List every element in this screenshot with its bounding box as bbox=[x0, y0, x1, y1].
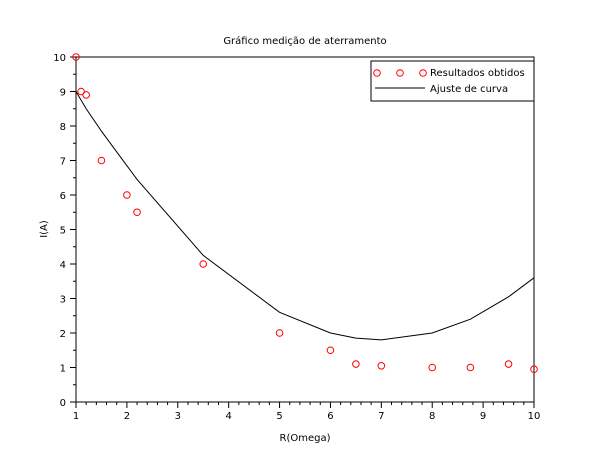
y-axis-label: I(A) bbox=[39, 220, 50, 238]
data-point bbox=[82, 91, 90, 99]
data-point bbox=[72, 53, 80, 61]
y-tick-label: 5 bbox=[60, 226, 66, 237]
x-axis-label: R(Omega) bbox=[280, 433, 331, 444]
data-point bbox=[275, 329, 284, 337]
x-tick-label: 6 bbox=[327, 411, 333, 422]
plot-border bbox=[75, 56, 535, 403]
legend-box bbox=[370, 60, 535, 102]
x-tick-label: 1 bbox=[73, 411, 79, 422]
data-point bbox=[428, 363, 437, 372]
y-tick-label: 0 bbox=[60, 398, 66, 409]
y-tick-label: 9 bbox=[60, 88, 66, 99]
data-point bbox=[504, 360, 513, 368]
data-point bbox=[133, 208, 141, 217]
y-tick-label: 1 bbox=[60, 364, 66, 375]
x-tick-label: 4 bbox=[225, 411, 231, 422]
plot-area bbox=[75, 56, 535, 403]
y-tick-label: 2 bbox=[60, 329, 66, 340]
legend-marker bbox=[419, 69, 427, 77]
data-point bbox=[123, 191, 131, 199]
data-point bbox=[326, 346, 335, 355]
data-point bbox=[97, 156, 106, 165]
legend-label-results: Resultados obtidos bbox=[430, 68, 525, 79]
x-tick-label: 10 bbox=[528, 411, 541, 422]
x-tick-label: 2 bbox=[124, 411, 130, 422]
x-tick-label: 5 bbox=[276, 411, 282, 422]
data-point bbox=[352, 360, 360, 368]
x-axis: 1 2 3 4 5 6 7 8 9 10 bbox=[73, 402, 541, 422]
data-point bbox=[77, 87, 85, 96]
x-tick-label: 7 bbox=[378, 411, 384, 422]
legend-scatter-sample bbox=[373, 69, 427, 77]
series-layer bbox=[72, 53, 538, 374]
x-tick-label: 3 bbox=[175, 411, 181, 422]
y-tick-label: 7 bbox=[60, 157, 66, 168]
y-axis: 0 1 2 3 4 5 6 7 8 9 10 bbox=[53, 53, 76, 409]
x-tick-label: 9 bbox=[480, 411, 486, 422]
y-tick-label: 4 bbox=[60, 260, 66, 271]
data-point bbox=[377, 361, 386, 370]
y-tick-label: 6 bbox=[60, 191, 66, 202]
legend-marker bbox=[373, 69, 381, 77]
legend-marker bbox=[396, 69, 404, 77]
y-tick-label: 8 bbox=[60, 122, 66, 133]
chart-title: Gráfico medição de aterramento bbox=[223, 35, 386, 47]
x-tick-label: 8 bbox=[429, 411, 435, 422]
data-point bbox=[530, 365, 538, 374]
fit-curve-line bbox=[75, 91, 535, 341]
data-point bbox=[466, 363, 475, 372]
legend-label-fit: Ajuste de curva bbox=[430, 84, 508, 95]
y-tick-label: 3 bbox=[60, 295, 66, 306]
data-point bbox=[199, 260, 208, 268]
legend: Resultados obtidos Ajuste de curva bbox=[370, 60, 535, 102]
y-tick-label: 10 bbox=[53, 53, 66, 64]
